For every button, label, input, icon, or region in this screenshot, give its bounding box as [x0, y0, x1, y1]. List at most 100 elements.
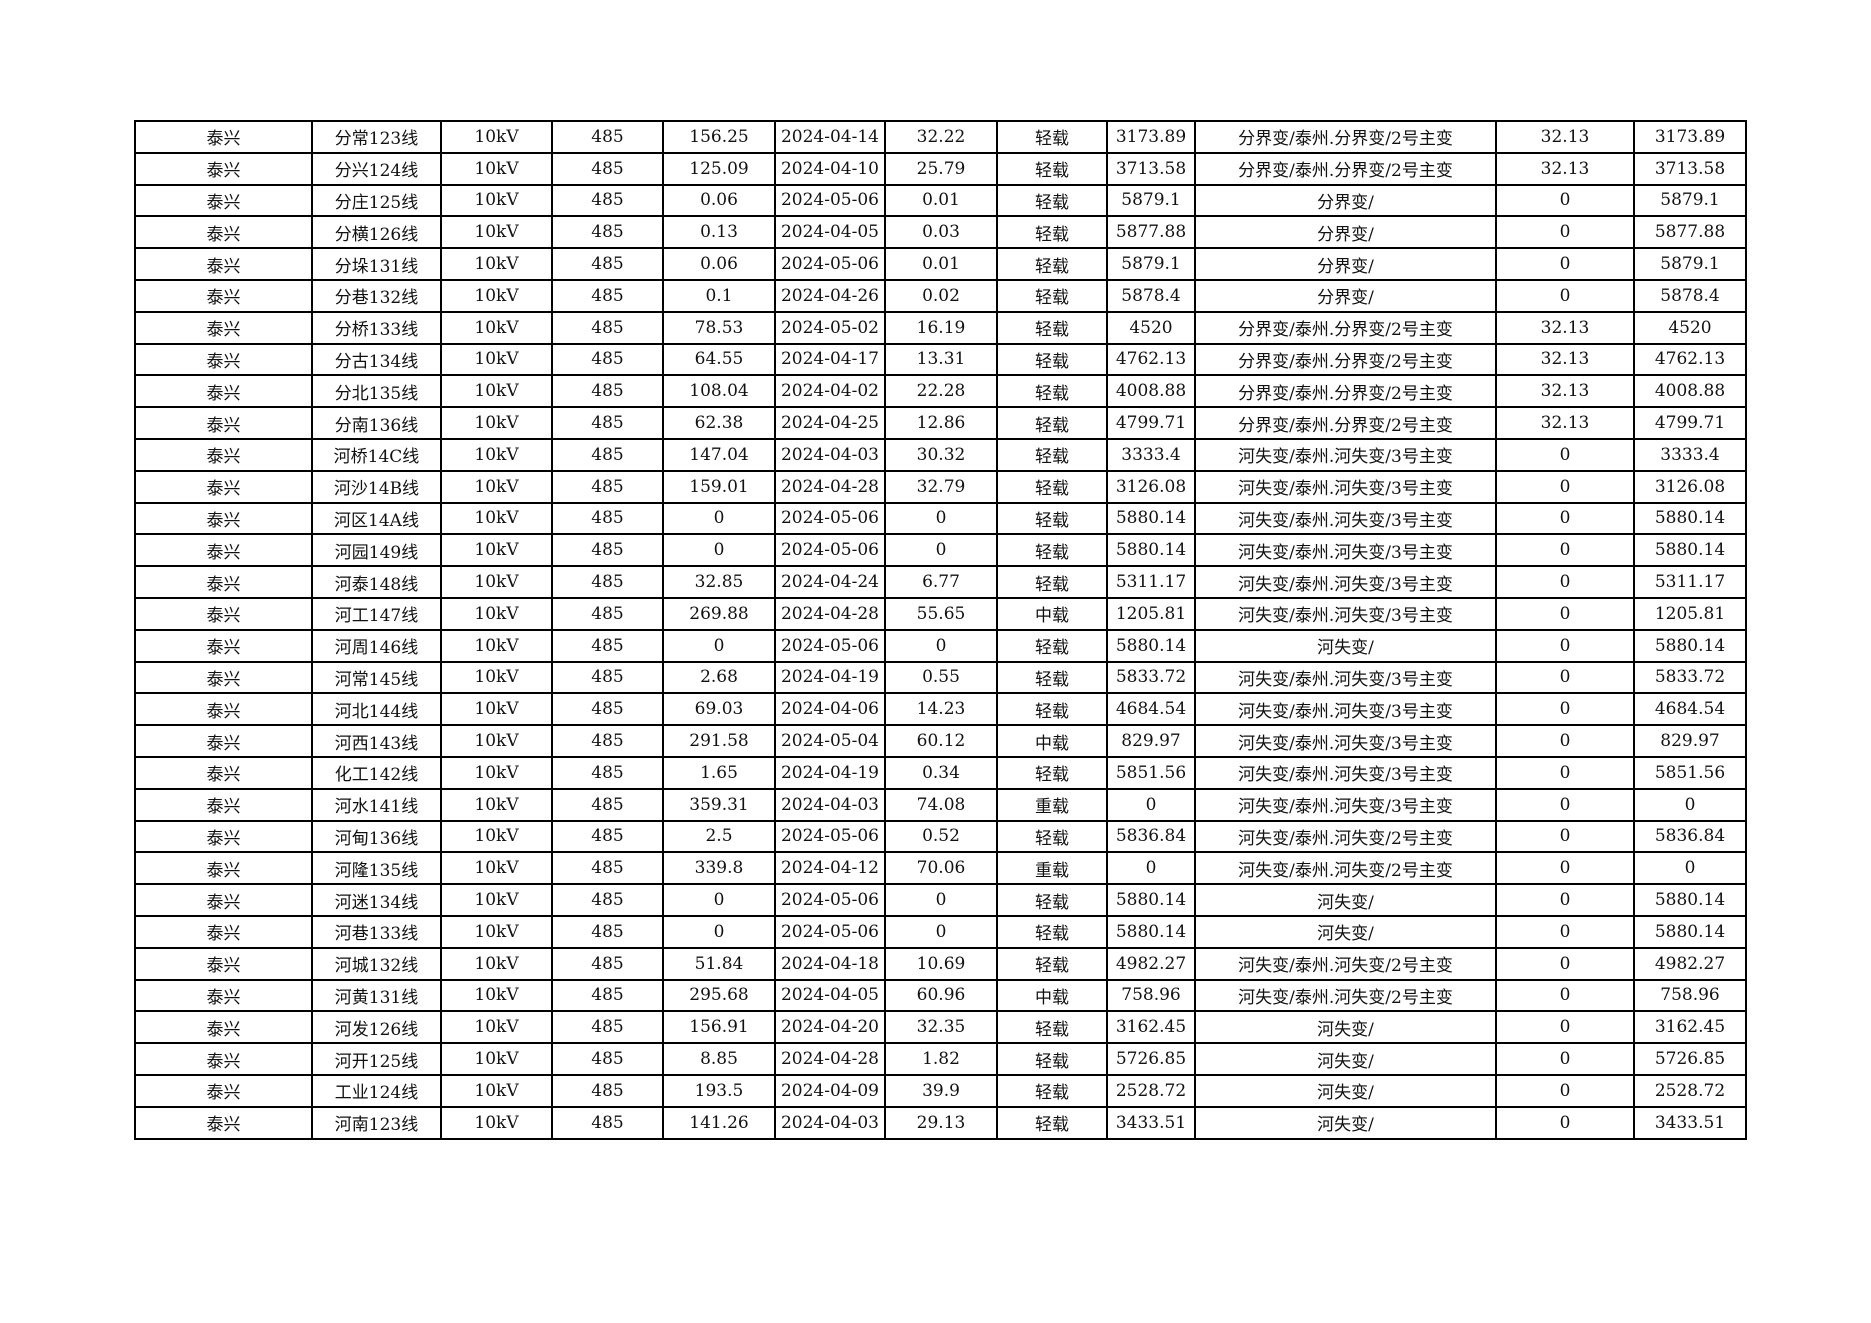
- feeder-load-table: 泰兴 分常123线 10kV 485 156.25 2024-04-14 32.22 轻载 31…: [134, 120, 1747, 1140]
- cell-line-name: 工业124线: [311, 1073, 442, 1108]
- table-row: 泰兴 分横126线 10kV 485 0.13 2024-04-05 0.03 轻载 5877.…: [134, 215, 1747, 250]
- cell-available-capacity: 3162.45: [1106, 1010, 1196, 1045]
- cell-substation-transformer: 河失变/泰州.河失变/2号主变: [1194, 946, 1497, 981]
- cell-line-name: 河桥14C线: [311, 437, 442, 472]
- cell-area: 泰兴: [134, 437, 313, 472]
- cell-available-capacity: 3433.51: [1106, 1105, 1196, 1140]
- cell-remaining-capacity: 3333.4: [1633, 437, 1747, 472]
- cell-available-capacity: 3173.89: [1106, 120, 1196, 154]
- cell-available-capacity: 1205.81: [1106, 596, 1196, 631]
- cell-available-capacity: 2528.72: [1106, 1073, 1196, 1108]
- cell-max-load: 0: [662, 501, 776, 536]
- cell-area: 泰兴: [134, 628, 313, 663]
- cell-load-status: 轻载: [996, 437, 1108, 472]
- cell-date: 2024-05-06: [774, 819, 886, 854]
- cell-transformer-load-rate: 0: [1495, 755, 1635, 790]
- cell-remaining-capacity: 0: [1633, 787, 1747, 822]
- cell-load-status: 轻载: [996, 342, 1108, 377]
- cell-transformer-load-rate: 0: [1495, 1073, 1635, 1108]
- cell-max-load: 0: [662, 914, 776, 949]
- cell-rated-capacity: 485: [551, 755, 664, 790]
- cell-rated-capacity: 485: [551, 120, 664, 154]
- cell-line-name: 分垛131线: [311, 247, 442, 281]
- cell-substation-transformer: 河失变/: [1194, 1073, 1497, 1108]
- cell-transformer-load-rate: 32.13: [1495, 374, 1635, 409]
- cell-substation-transformer: 分界变/泰州.分界变/2号主变: [1194, 310, 1497, 345]
- table-row: 泰兴 分南136线 10kV 485 62.38 2024-04-25 12.86 轻载 479…: [134, 406, 1747, 440]
- table-row: 泰兴 河园149线 10kV 485 0 2024-05-06 0 轻载 5880.14 河失变/…: [134, 533, 1747, 568]
- cell-area: 泰兴: [134, 1042, 313, 1076]
- cell-date: 2024-05-04: [774, 724, 886, 758]
- cell-line-name: 河区14A线: [311, 501, 442, 536]
- cell-substation-transformer: 河失变/泰州.河失变/3号主变: [1194, 501, 1497, 536]
- cell-date: 2024-04-17: [774, 342, 886, 377]
- cell-date: 2024-05-06: [774, 247, 886, 281]
- cell-date: 2024-05-06: [774, 183, 886, 218]
- cell-line-name: 分南136线: [311, 406, 442, 440]
- cell-area: 泰兴: [134, 565, 313, 599]
- cell-voltage: 10kV: [440, 883, 553, 917]
- cell-available-capacity: 829.97: [1106, 724, 1196, 758]
- cell-load-rate: 10.69: [884, 946, 998, 981]
- cell-transformer-load-rate: 0: [1495, 787, 1635, 822]
- cell-load-rate: 14.23: [884, 692, 998, 727]
- table-row: 泰兴 分常123线 10kV 485 156.25 2024-04-14 32.22 轻载 31…: [134, 120, 1747, 154]
- cell-area: 泰兴: [134, 533, 313, 568]
- cell-available-capacity: 0: [1106, 787, 1196, 822]
- cell-load-rate: 0.01: [884, 183, 998, 218]
- cell-load-rate: 0.52: [884, 819, 998, 854]
- cell-substation-transformer: 河失变/: [1194, 1105, 1497, 1140]
- cell-substation-transformer: 河失变/泰州.河失变/3号主变: [1194, 437, 1497, 472]
- cell-rated-capacity: 485: [551, 1073, 664, 1108]
- cell-load-rate: 55.65: [884, 596, 998, 631]
- cell-rated-capacity: 485: [551, 533, 664, 568]
- cell-max-load: 1.65: [662, 755, 776, 790]
- cell-transformer-load-rate: 0: [1495, 1105, 1635, 1140]
- cell-transformer-load-rate: 0: [1495, 278, 1635, 313]
- cell-load-rate: 0.02: [884, 278, 998, 313]
- cell-date: 2024-04-25: [774, 406, 886, 440]
- cell-load-status: 中载: [996, 596, 1108, 631]
- cell-line-name: 河工147线: [311, 596, 442, 631]
- cell-load-rate: 60.96: [884, 978, 998, 1013]
- cell-rated-capacity: 485: [551, 692, 664, 727]
- cell-rated-capacity: 485: [551, 628, 664, 663]
- cell-substation-transformer: 河失变/: [1194, 1042, 1497, 1076]
- cell-transformer-load-rate: 32.13: [1495, 342, 1635, 377]
- table-row: 泰兴 河泰148线 10kV 485 32.85 2024-04-24 6.77 轻载 5311…: [134, 565, 1747, 599]
- cell-line-name: 分古134线: [311, 342, 442, 377]
- cell-line-name: 河泰148线: [311, 565, 442, 599]
- cell-load-status: 轻载: [996, 1105, 1108, 1140]
- cell-transformer-load-rate: 0: [1495, 1010, 1635, 1045]
- cell-substation-transformer: 分界变/泰州.分界变/2号主变: [1194, 342, 1497, 377]
- cell-remaining-capacity: 5836.84: [1633, 819, 1747, 854]
- cell-substation-transformer: 河失变/: [1194, 1010, 1497, 1045]
- cell-line-name: 河开125线: [311, 1042, 442, 1076]
- cell-transformer-load-rate: 32.13: [1495, 310, 1635, 345]
- cell-area: 泰兴: [134, 819, 313, 854]
- cell-load-rate: 60.12: [884, 724, 998, 758]
- cell-area: 泰兴: [134, 978, 313, 1013]
- cell-area: 泰兴: [134, 278, 313, 313]
- cell-date: 2024-04-10: [774, 151, 886, 186]
- cell-load-rate: 12.86: [884, 406, 998, 440]
- table-row: 泰兴 河黄131线 10kV 485 295.68 2024-04-05 60.96 中载 75…: [134, 978, 1747, 1013]
- table-row: 泰兴 河西143线 10kV 485 291.58 2024-05-04 60.12 中载 82…: [134, 724, 1747, 758]
- cell-area: 泰兴: [134, 120, 313, 154]
- cell-voltage: 10kV: [440, 755, 553, 790]
- cell-max-load: 291.58: [662, 724, 776, 758]
- cell-transformer-load-rate: 0: [1495, 469, 1635, 504]
- cell-voltage: 10kV: [440, 151, 553, 186]
- cell-substation-transformer: 河失变/泰州.河失变/3号主变: [1194, 565, 1497, 599]
- cell-substation-transformer: 分界变/泰州.分界变/2号主变: [1194, 406, 1497, 440]
- cell-rated-capacity: 485: [551, 724, 664, 758]
- cell-load-status: 轻载: [996, 628, 1108, 663]
- cell-remaining-capacity: 1205.81: [1633, 596, 1747, 631]
- table-row: 泰兴 分庄125线 10kV 485 0.06 2024-05-06 0.01 轻载 5879.…: [134, 183, 1747, 218]
- cell-area: 泰兴: [134, 946, 313, 981]
- cell-remaining-capacity: 5877.88: [1633, 215, 1747, 250]
- cell-voltage: 10kV: [440, 787, 553, 822]
- cell-rated-capacity: 485: [551, 851, 664, 886]
- cell-line-name: 河黄131线: [311, 978, 442, 1013]
- cell-rated-capacity: 485: [551, 883, 664, 917]
